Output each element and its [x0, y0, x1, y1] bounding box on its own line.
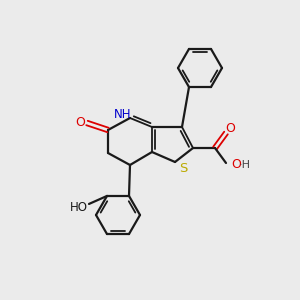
Text: O: O — [231, 158, 241, 172]
Text: NH: NH — [114, 107, 132, 121]
Text: ·H: ·H — [239, 160, 251, 170]
Text: O: O — [75, 116, 85, 128]
Text: S: S — [179, 161, 187, 175]
Text: O: O — [225, 122, 235, 136]
Text: HO: HO — [70, 201, 88, 214]
